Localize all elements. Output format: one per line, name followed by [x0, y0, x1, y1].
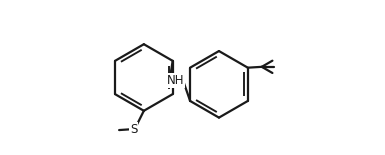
Text: NH: NH [167, 74, 184, 86]
Text: S: S [130, 123, 137, 136]
